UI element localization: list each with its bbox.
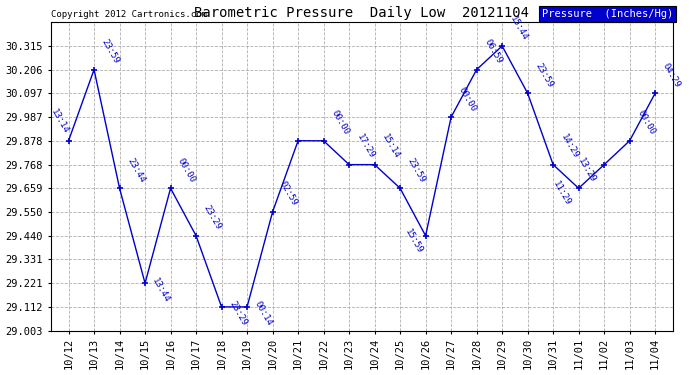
Text: 11:29: 11:29 xyxy=(551,180,572,208)
Text: 23:44: 23:44 xyxy=(125,156,146,184)
Text: Pressure  (Inches/Hg): Pressure (Inches/Hg) xyxy=(542,9,673,19)
Text: 02:59: 02:59 xyxy=(278,180,299,208)
Text: 00:00: 00:00 xyxy=(329,109,351,136)
Text: 15:14: 15:14 xyxy=(380,133,402,160)
Text: 23:29: 23:29 xyxy=(201,204,223,232)
Text: 15:59: 15:59 xyxy=(404,227,424,255)
Text: 00:00: 00:00 xyxy=(457,85,478,113)
Text: 13:44: 13:44 xyxy=(150,276,172,304)
Text: 17:29: 17:29 xyxy=(355,133,376,160)
Text: 00:00: 00:00 xyxy=(635,109,656,136)
Text: 04:29: 04:29 xyxy=(661,62,682,89)
Text: 06:59: 06:59 xyxy=(482,38,504,66)
Text: Copyright 2012 Cartronics.com: Copyright 2012 Cartronics.com xyxy=(50,10,206,19)
Text: 15:44: 15:44 xyxy=(508,14,529,42)
Text: 00:00: 00:00 xyxy=(176,156,197,184)
Text: 13:29: 13:29 xyxy=(576,156,598,184)
Text: 00:14: 00:14 xyxy=(253,300,274,328)
Text: 23:29: 23:29 xyxy=(227,300,248,328)
Text: 23:59: 23:59 xyxy=(533,62,554,89)
Text: 13:14: 13:14 xyxy=(49,107,70,135)
Text: 14:29: 14:29 xyxy=(559,133,580,160)
Title: Barometric Pressure  Daily Low  20121104: Barometric Pressure Daily Low 20121104 xyxy=(195,6,529,20)
Text: 23:59: 23:59 xyxy=(406,156,427,184)
Text: 23:59: 23:59 xyxy=(99,38,121,66)
